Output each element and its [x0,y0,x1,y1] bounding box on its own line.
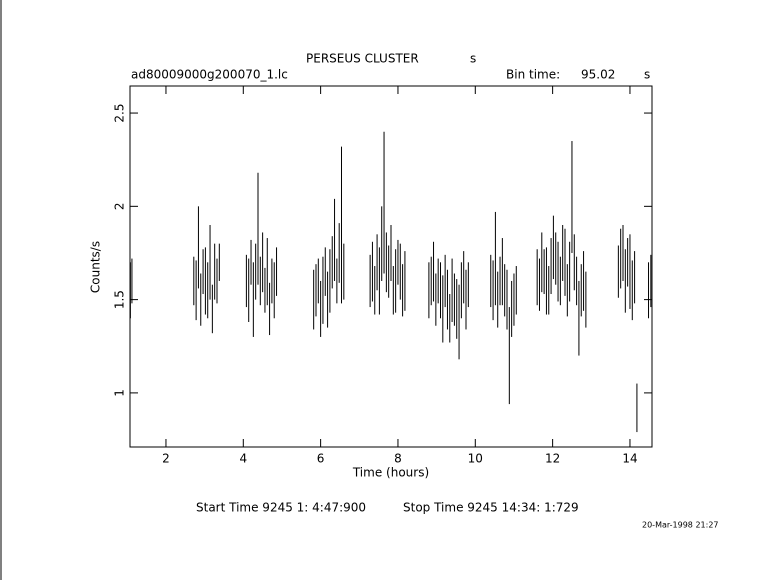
title-unit: s [470,52,476,66]
filename: ad80009000g200070_1.lc [131,68,288,82]
x-tick-label: 4 [239,452,247,466]
y-tick-label: 1.5 [113,290,127,309]
bin-time-unit: s [644,68,650,82]
start-time: Start Time 9245 1: 4:47:900 [196,501,366,515]
x-tick-label: 10 [468,452,483,466]
chart-title: PERSEUS CLUSTER [306,52,419,66]
x-tick-label: 6 [317,452,325,466]
x-axis-label: Time (hours) [352,466,429,480]
x-tick-label: 2 [162,452,170,466]
y-tick-label: 1 [113,389,127,397]
stop-time: Stop Time 9245 14:34: 1:729 [403,501,579,515]
y-tick-label: 2.5 [113,104,127,123]
x-tick-label: 14 [622,452,637,466]
bin-time-label: Bin time: [506,68,560,82]
date: 20-Mar-1998 21:27 [642,521,719,530]
x-tick-label: 8 [394,452,402,466]
y-axis-label: Counts/s [89,241,103,293]
y-tick-label: 2 [113,203,127,211]
bin-time: 95.02 [581,68,615,82]
x-tick-label: 12 [545,452,560,466]
